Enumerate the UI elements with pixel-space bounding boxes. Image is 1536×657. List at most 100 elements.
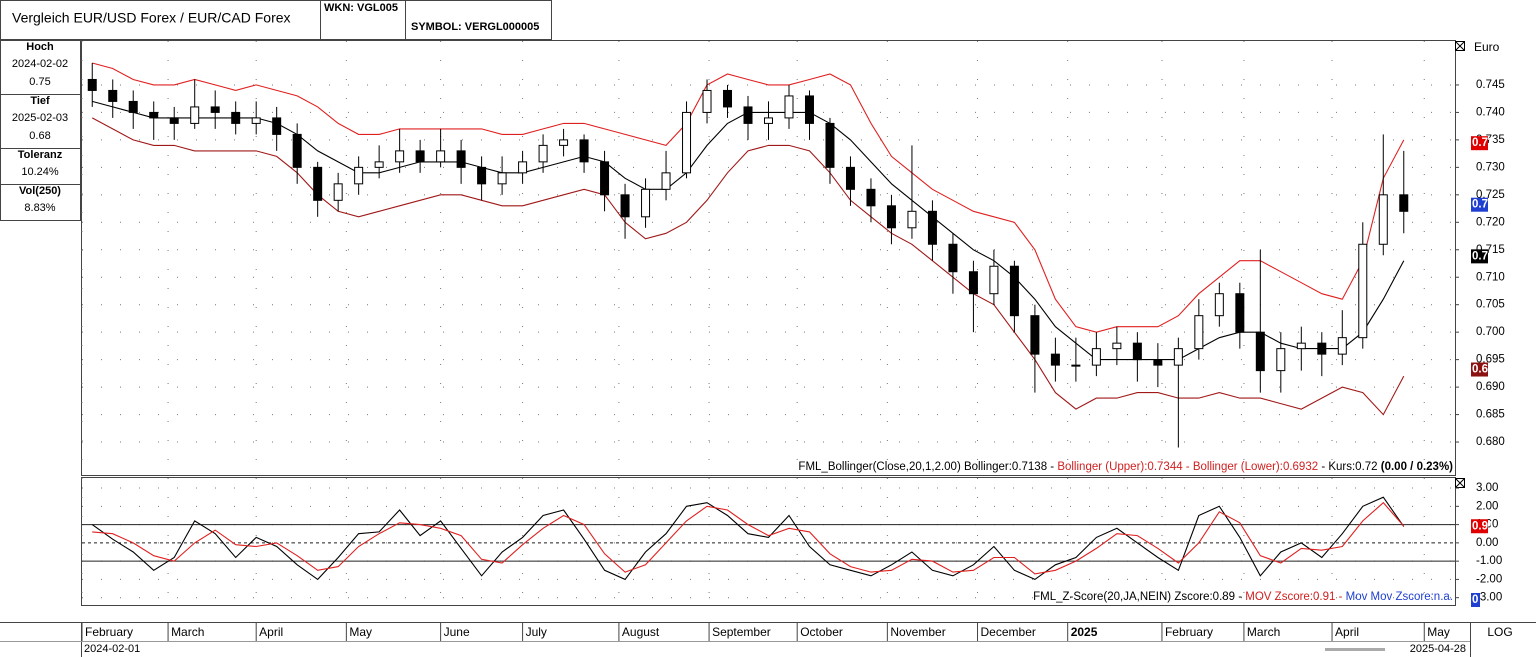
start-date: 2024-02-01 [84,643,140,655]
y-tick-label: 0.690 [1476,381,1505,393]
candle-body [1091,348,1101,366]
info-label: Tief [30,95,50,107]
symbol: SYMBOL: VERGL000005 [411,21,539,33]
x-tick-label: February [85,625,133,639]
x-tick-label: 2025 [1071,625,1098,639]
wkn: WKN: VGL005 [324,2,398,14]
candle-body [1173,348,1183,366]
candle-body [477,166,487,185]
candle-body [927,210,937,245]
x-tick-label: May [1427,625,1450,639]
candle-body [1030,315,1040,355]
candle-body [251,117,261,124]
candle-body [1194,315,1204,350]
series-line [92,62,1405,333]
candle-body [395,150,405,163]
info-date: 2025-02-03 [12,112,68,124]
x-tick-label: November [890,625,945,639]
na-marker [1471,593,1480,607]
x-tick-label: March [1247,625,1280,639]
legend-part: - Kurs:0.72 [1318,461,1381,473]
zscore-panel [81,477,1456,606]
candle-body [210,106,220,113]
x-tick-label: May [349,625,372,639]
y-tick-label: 0.720 [1476,216,1505,228]
y-tick-label: -2.00 [1476,573,1502,585]
info-label: Vol(250) [19,185,61,197]
candle-body [1214,293,1224,317]
series-line [92,501,1405,575]
candle-body [1358,243,1368,339]
candle-body [579,139,589,163]
candle-body [128,100,138,113]
info-label: Hoch [26,41,54,53]
candle-body [641,188,651,218]
candle-body [333,183,343,201]
value-marker [1471,136,1488,151]
candle-body [682,111,692,174]
candle-body [190,106,200,124]
candle-body [354,166,364,185]
y-tick-label: 0.700 [1476,326,1505,338]
candle-body [1337,337,1347,355]
candle-body [1132,342,1142,361]
info-box [0,148,81,185]
candle-body [968,271,978,295]
x-tick-label: March [171,625,204,639]
candle-body [907,210,917,229]
y-tick-label: 2.00 [1476,500,1498,512]
candle-body [313,166,323,201]
candle-body [108,89,118,102]
value-marker-label: 0.69 [1472,364,1494,376]
candle-body [600,161,610,196]
candle-body [436,150,446,163]
y-tick-label: -3.00 [1476,592,1502,604]
value-marker-label: 0.72 [1472,199,1494,211]
candle-body [1255,331,1265,372]
candle-body [886,205,896,229]
end-date: 2025-04-28 [1410,643,1466,655]
y-tick-label: 0.745 [1476,79,1505,91]
candle-body [1009,265,1019,317]
candle-body [845,166,855,190]
value-marker [1471,362,1488,377]
candle-body [415,150,425,163]
candle-body [702,89,712,113]
symbol-box [405,0,552,40]
candle-body [825,122,835,168]
na-marker-label: 0 [1472,594,1478,606]
y-tick-label: 0.710 [1476,271,1505,283]
candle-body [1235,293,1245,333]
candle-body [1071,364,1081,367]
legend-part: (0.00 / 0.23%) [1381,461,1453,473]
info-value: 10.24% [21,166,59,178]
candle-body [1296,342,1306,350]
candle-body [1276,348,1286,372]
x-tick-label: October [800,625,843,639]
candle-body [804,95,814,124]
candle-body [1399,194,1409,212]
y-tick-label: 0.705 [1476,299,1505,311]
candle-body [784,95,794,119]
series-line [91,496,1405,581]
candle-body [989,265,999,295]
info-box [0,184,81,221]
x-tick-label: April [259,625,283,639]
candle-body [292,133,302,168]
candle-body [272,117,282,135]
candle-body [764,117,773,124]
candle-body [620,194,630,218]
series-line [91,117,1405,416]
close-button[interactable] [1455,41,1465,51]
scale-toggle[interactable]: LOG [1487,625,1512,639]
candle-body [948,243,958,273]
candle-body [497,172,507,185]
y-tick-label: -1.00 [1476,555,1502,567]
candle-body [1050,353,1060,366]
info-value: 0.75 [29,76,50,88]
close-button[interactable] [1455,478,1465,488]
candle-body [743,106,753,124]
x-tick-label: September [712,625,771,639]
candle-body [1378,194,1388,245]
